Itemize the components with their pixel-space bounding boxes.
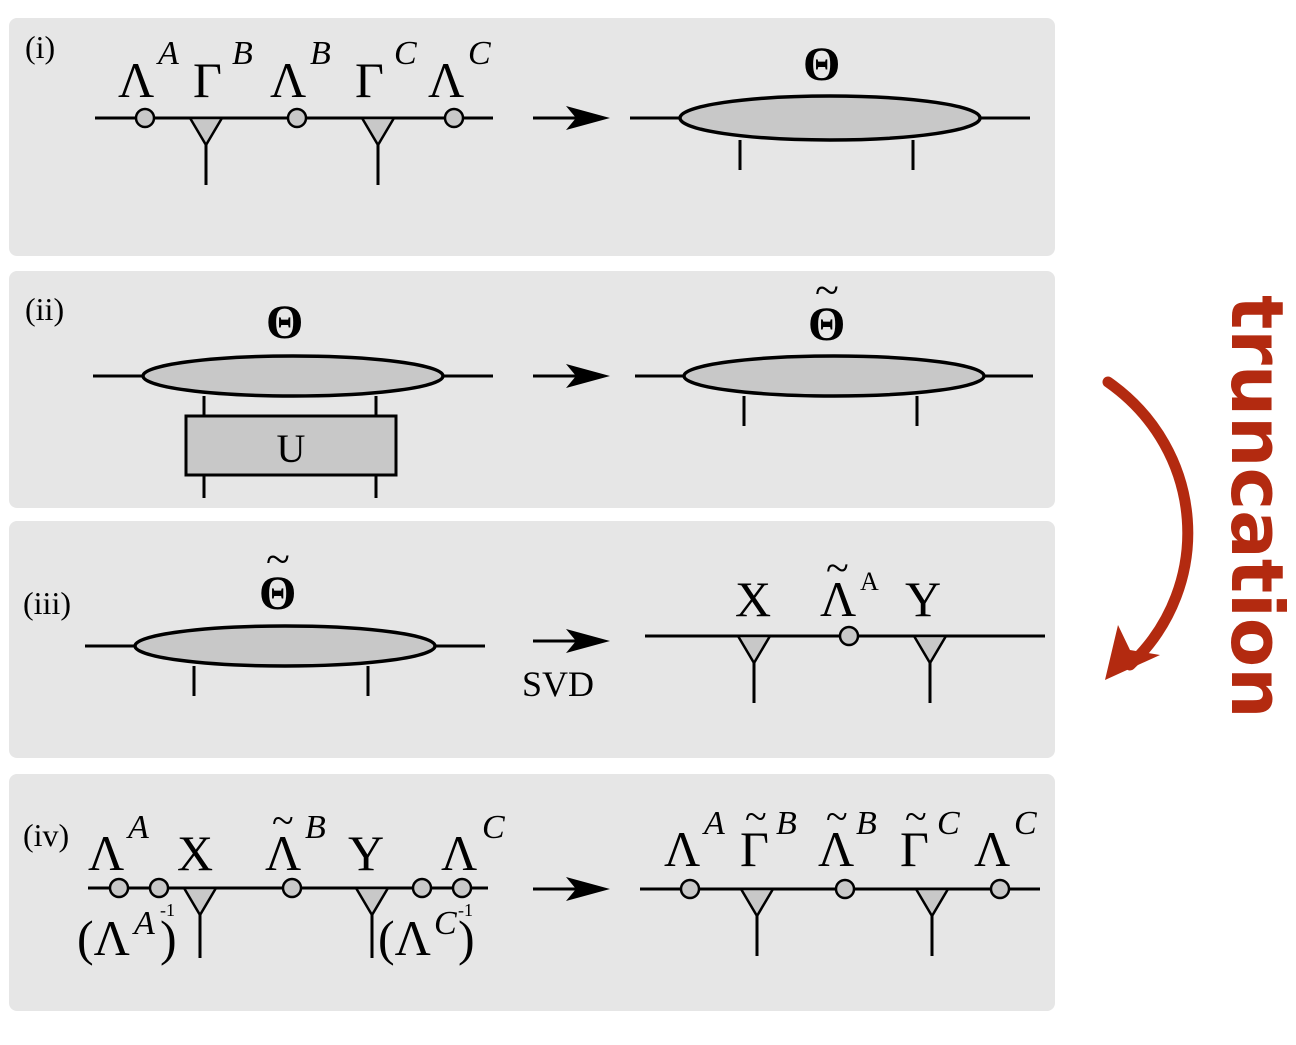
theta-node bbox=[141, 354, 445, 398]
lambda-b-superscript: B bbox=[310, 35, 331, 72]
gamma-c-superscript: C bbox=[394, 35, 417, 72]
lambda-a-label: Λ bbox=[88, 825, 124, 881]
lambda-tilde-label: Λ bbox=[820, 571, 856, 627]
gamma-c-superscript: C bbox=[937, 805, 960, 842]
theta-node bbox=[678, 94, 982, 142]
inverse-c-open: (Λ bbox=[378, 910, 431, 966]
panel-iv-tag: (iv) bbox=[23, 817, 69, 853]
gamma-node bbox=[738, 887, 776, 919]
lambda-node bbox=[286, 107, 308, 129]
panel-i: (i) Λ A Γ B Λ B Γ C Λ C Θ bbox=[25, 29, 1030, 185]
x-node bbox=[735, 634, 773, 666]
lambda-node bbox=[108, 877, 130, 899]
lambda-node bbox=[134, 107, 156, 129]
gamma-c-label: Γ bbox=[355, 52, 384, 108]
lambda-c-superscript: C bbox=[482, 809, 505, 846]
arrow-head bbox=[566, 877, 610, 901]
tilde-mark: ~ bbox=[826, 794, 848, 839]
y-label: Y bbox=[348, 825, 384, 881]
y-node bbox=[911, 634, 949, 666]
gamma-b-superscript: B bbox=[776, 805, 797, 842]
lambda-c-superscript: C bbox=[468, 35, 491, 72]
panel-iii-background bbox=[9, 521, 1055, 758]
tilde-mark: ~ bbox=[905, 794, 927, 839]
arrow-head bbox=[566, 106, 610, 130]
gamma-node bbox=[913, 887, 951, 919]
inverse-a-superscript: A bbox=[132, 905, 155, 942]
panel-i-tag: (i) bbox=[25, 29, 55, 65]
lambda-node bbox=[834, 878, 856, 900]
lambda-b-tilde-label: Λ bbox=[265, 825, 301, 881]
lambda-b-superscript: B bbox=[856, 805, 877, 842]
gamma-b-tilde-label: Γ bbox=[740, 821, 769, 877]
lambda-c-label: Λ bbox=[428, 52, 464, 108]
lambda-tilde-superscript: A bbox=[860, 567, 879, 596]
lambda-node bbox=[451, 877, 473, 899]
tilde-mark: ~ bbox=[745, 794, 767, 839]
lambda-a-superscript: A bbox=[126, 809, 149, 846]
x-label: X bbox=[735, 571, 771, 627]
y-label: Y bbox=[905, 571, 941, 627]
inverse-c-exponent: -1 bbox=[458, 900, 473, 920]
gate-u-box bbox=[184, 414, 398, 477]
lambda-node bbox=[443, 107, 465, 129]
truncation-annotation: truncation bbox=[1102, 295, 1296, 719]
inverse-a-close: ) bbox=[160, 910, 177, 966]
lambda-c-label: Λ bbox=[974, 821, 1010, 877]
theta-label: Θ bbox=[803, 38, 840, 91]
lambda-c-label: Λ bbox=[441, 825, 477, 881]
theta-node bbox=[682, 354, 986, 398]
arrow-head bbox=[566, 364, 610, 388]
panel-iv-background bbox=[9, 774, 1055, 1011]
theta-label: Θ bbox=[266, 296, 303, 349]
arrow-head bbox=[566, 629, 610, 653]
x-label: X bbox=[177, 825, 213, 881]
lambda-b-superscript: B bbox=[305, 809, 326, 846]
lambda-a-label: Λ bbox=[664, 821, 700, 877]
svd-label: SVD bbox=[522, 664, 594, 704]
lambda-b-tilde-label: Λ bbox=[818, 821, 854, 877]
truncation-arrow-head bbox=[1105, 625, 1160, 680]
inverse-a-open: (Λ bbox=[77, 910, 130, 966]
gamma-node bbox=[187, 116, 225, 148]
lambda-node bbox=[679, 878, 701, 900]
tilde-mark: ~ bbox=[266, 535, 290, 584]
truncation-curved-arrow bbox=[1102, 376, 1194, 671]
tilde-mark: ~ bbox=[826, 546, 849, 592]
y-node bbox=[353, 886, 391, 918]
lambda-node bbox=[281, 877, 303, 899]
x-node bbox=[181, 886, 219, 918]
theta-node bbox=[133, 624, 437, 668]
panel-i-background bbox=[9, 18, 1055, 256]
lambda-a-label: Λ bbox=[118, 52, 154, 108]
gamma-b-superscript: B bbox=[232, 35, 253, 72]
theta-tilde-label: Θ bbox=[808, 298, 845, 351]
gate-u-label: U bbox=[277, 426, 306, 471]
truncation-label: truncation bbox=[1215, 295, 1296, 719]
panel-ii-tag: (ii) bbox=[25, 291, 64, 327]
tilde-mark: ~ bbox=[272, 798, 294, 843]
inverse-c-superscript: C bbox=[434, 905, 457, 942]
lambda-inverse-node bbox=[411, 877, 433, 899]
lambda-node bbox=[989, 878, 1011, 900]
gamma-b-label: Γ bbox=[193, 52, 222, 108]
lambda-a-superscript: A bbox=[156, 35, 179, 72]
tilde-mark: ~ bbox=[815, 266, 839, 315]
lambda-inverse-node bbox=[148, 877, 170, 899]
panel-iv: (iv) Λ A X Λ ~ B Y Λ C (Λ A ) -1 (Λ C ) … bbox=[23, 794, 1040, 966]
inverse-a-exponent: -1 bbox=[160, 900, 175, 920]
lambda-node bbox=[838, 625, 860, 647]
gamma-node bbox=[359, 116, 397, 148]
gamma-c-tilde-label: Γ bbox=[900, 821, 929, 877]
theta-tilde-label: Θ bbox=[259, 567, 296, 620]
panel-iii: (iii) Θ ~ SVD X Λ ~ A Y bbox=[23, 535, 1045, 704]
lambda-c-superscript: C bbox=[1014, 805, 1037, 842]
panel-iii-tag: (iii) bbox=[23, 585, 71, 621]
lambda-b-label: Λ bbox=[270, 52, 306, 108]
panel-ii: (ii) Θ U Θ ~ bbox=[25, 266, 1033, 498]
inverse-c-close: ) bbox=[458, 910, 475, 966]
lambda-a-superscript: A bbox=[702, 805, 725, 842]
